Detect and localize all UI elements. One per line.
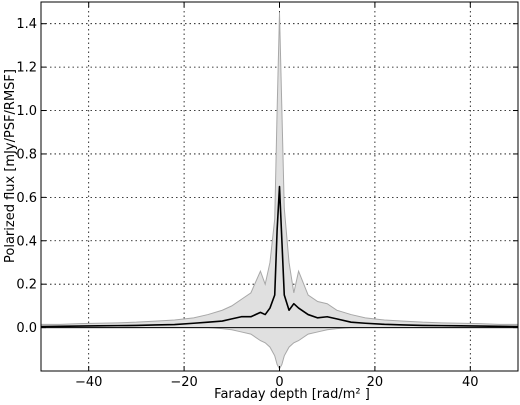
y-tick-label: 1.0 <box>16 104 37 119</box>
x-tick-label: 40 <box>462 375 479 390</box>
y-tick-label: 0.8 <box>16 147 37 162</box>
series-group <box>40 185 519 328</box>
y-tick-label: 0.2 <box>16 278 37 293</box>
y-tick-label: 1.2 <box>16 61 37 76</box>
median-line <box>40 185 519 328</box>
x-tick-label: −20 <box>170 375 197 390</box>
y-axis-label: Polarized flux [mJy/PSF/RMSF] <box>3 69 18 263</box>
ticks: −40 −20 0 20 40 0.0 0.2 0.4 0.6 0.8 1.0 1.2 1.4 <box>16 2 518 390</box>
x-tick-label: −40 <box>75 375 102 390</box>
y-tick-label: 0.4 <box>16 234 37 249</box>
y-tick-label: 1.4 <box>16 17 37 32</box>
x-axis-label: Faraday depth [rad/m² ] <box>214 387 370 402</box>
x-tick-label: 0 <box>275 375 283 390</box>
y-tick-label: 0.0 <box>16 321 37 336</box>
y-tick-label: 0.6 <box>16 191 37 206</box>
x-tick-label: 20 <box>367 375 384 390</box>
